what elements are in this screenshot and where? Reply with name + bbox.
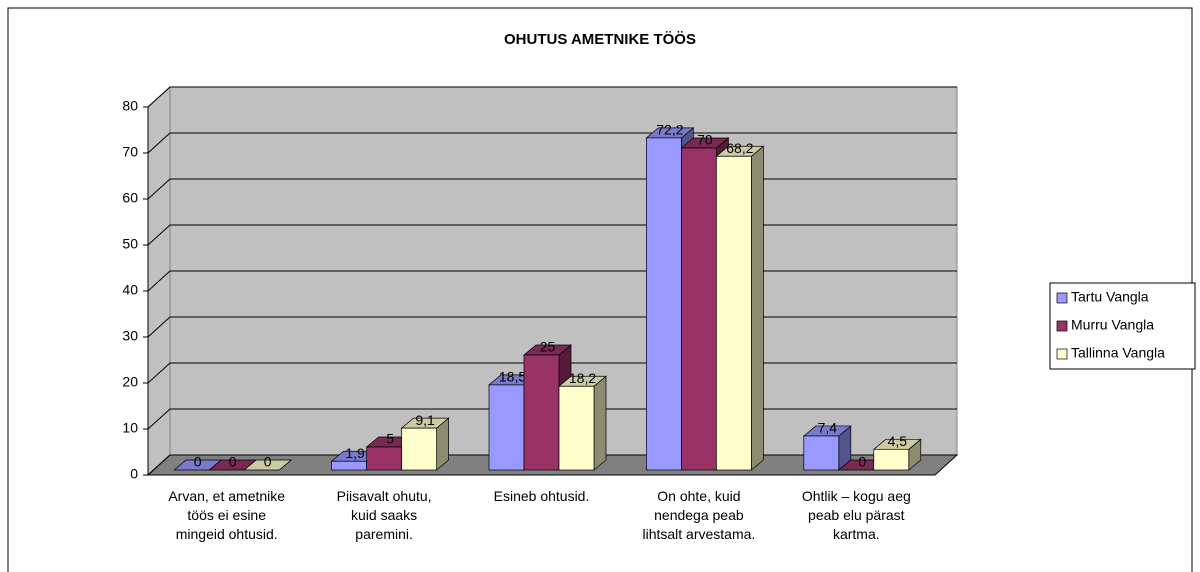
bar-front [803, 435, 840, 471]
bar [558, 375, 607, 471]
bar-front [873, 448, 910, 471]
bar-front [558, 385, 595, 471]
grid-line [147, 132, 957, 154]
bar [802, 425, 852, 471]
y-tick-label: 40 [122, 282, 138, 298]
value-label: 25 [540, 339, 556, 355]
bar-front [488, 384, 525, 471]
value-label: 4,5 [888, 433, 908, 449]
y-tick-label: 0 [130, 466, 138, 482]
bar-top [243, 459, 293, 471]
value-label: 0 [229, 454, 237, 470]
y-tick-label: 70 [122, 144, 138, 160]
chart-title: OHUTUS AMETNIKE TÖÖS [504, 31, 696, 48]
bar-front [366, 446, 402, 471]
legend-box [1049, 282, 1196, 370]
value-label: 72,2 [656, 122, 683, 138]
y-tick-label: 30 [122, 328, 138, 344]
x-tick-label: Esineb ohtusid. [494, 488, 590, 504]
bar-front [401, 427, 437, 471]
x-tick-label: Piisavalt ohutu, kuid saaks paremini. [337, 488, 432, 542]
bar-side [751, 145, 764, 471]
legend-label: Tallinna Vangla [1071, 345, 1165, 361]
x-tick-label: Arvan, et ametnike töös ei esine mingeid o… [168, 488, 285, 542]
bar-front [646, 137, 682, 471]
legend-swatch [1056, 320, 1068, 332]
y-tick-label: 20 [122, 374, 138, 390]
value-label: 70 [697, 132, 713, 148]
legend-swatch [1056, 348, 1068, 360]
bar-side [593, 375, 607, 471]
bar [523, 344, 572, 471]
value-label: 9,1 [415, 412, 435, 428]
grid-line [147, 86, 957, 108]
value-label: 18,5 [499, 369, 526, 385]
bar-front [681, 147, 717, 471]
legend: Tartu Vangla Murru Vangla Tallinna Vangla [1049, 282, 1196, 370]
value-label: 1,9 [345, 445, 365, 461]
y-tick-label: 60 [122, 190, 138, 206]
legend-label: Tartu Vangla [1071, 289, 1149, 305]
x-tick-label: On ohte, kuid nendega peab lihtsalt arvest… [642, 488, 755, 542]
y-tick-label: 10 [122, 420, 138, 436]
y-tick-label: 80 [122, 98, 138, 114]
value-label: 0 [858, 454, 866, 470]
bar-front [523, 354, 560, 471]
x-tick-label: Ohtlik – kogu aeg peab elu pärast kartma. [802, 488, 911, 542]
value-label: 0 [194, 454, 202, 470]
bar [872, 438, 922, 471]
value-label: 7,4 [818, 420, 838, 436]
y-tick-label: 50 [122, 236, 138, 252]
bar-front [331, 460, 367, 471]
value-label: 0 [264, 454, 272, 470]
value-label: 68,2 [726, 140, 753, 156]
bar-front [716, 155, 752, 471]
legend-swatch [1056, 292, 1068, 304]
bar [715, 145, 765, 471]
legend-label: Murru Vangla [1071, 317, 1154, 333]
value-label: 18,2 [569, 370, 596, 386]
bar [243, 459, 293, 471]
bar [400, 417, 450, 471]
value-label: 5 [386, 431, 394, 447]
